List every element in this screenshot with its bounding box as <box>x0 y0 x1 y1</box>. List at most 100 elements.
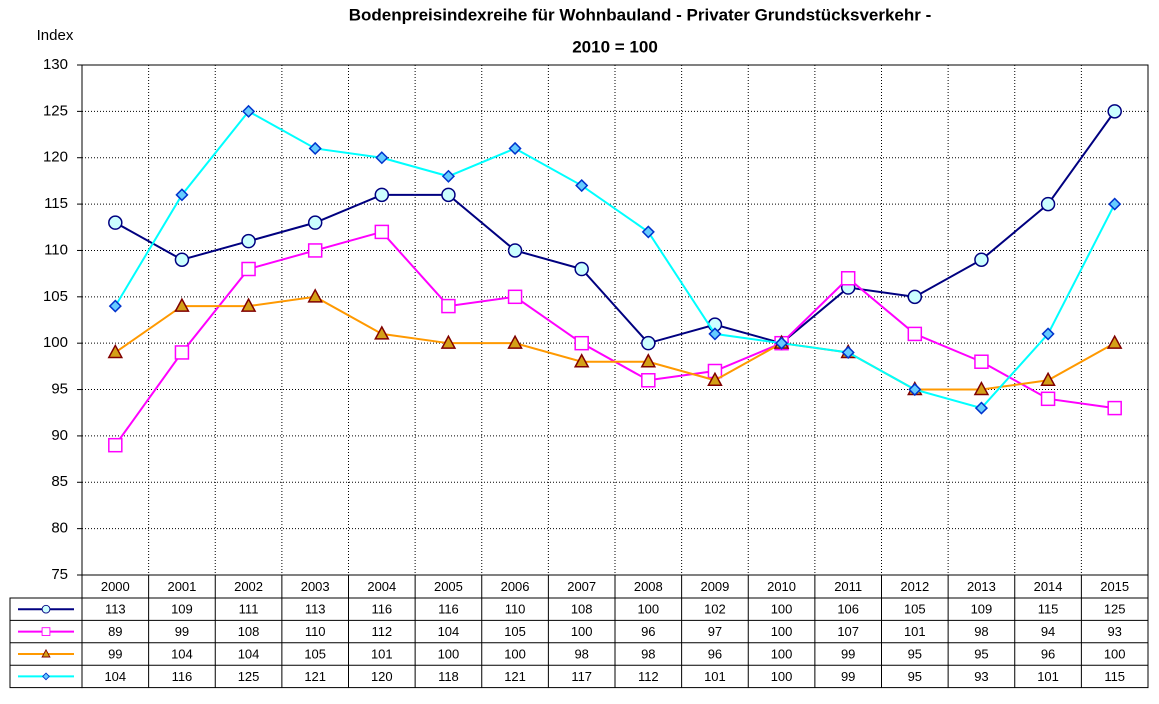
y-tick-label: 80 <box>51 520 68 537</box>
marker <box>241 261 256 277</box>
marker <box>574 261 589 277</box>
marker <box>641 335 656 351</box>
marker <box>441 298 456 314</box>
table-value: 104 <box>238 646 260 661</box>
series-line <box>114 295 1116 391</box>
x-tick-label: 2010 <box>767 579 796 594</box>
legend-marker <box>41 604 51 614</box>
y-tick-label: 90 <box>51 427 68 444</box>
y-tick-label: 75 <box>51 566 68 583</box>
table-value: 113 <box>105 602 126 617</box>
marker <box>441 187 456 203</box>
marker <box>1108 197 1122 211</box>
marker <box>174 345 190 360</box>
table-value: 105 <box>904 602 926 617</box>
table-value: 105 <box>504 624 526 639</box>
table-value: 113 <box>305 602 326 617</box>
table-value: 121 <box>504 669 526 684</box>
marker <box>108 437 123 453</box>
marker <box>174 252 190 267</box>
marker <box>374 325 390 340</box>
x-tick-label: 2002 <box>234 579 263 594</box>
table-value: 99 <box>841 646 855 661</box>
x-tick-label: 2011 <box>834 579 862 594</box>
marker <box>708 327 722 341</box>
y-axis-label: Index <box>37 27 74 44</box>
legend-marker <box>41 627 51 636</box>
chart-title: 2010 = 100 <box>572 37 658 56</box>
table-value: 112 <box>638 669 659 684</box>
marker <box>641 225 655 239</box>
table-value: 110 <box>505 602 526 617</box>
x-tick-label: 2000 <box>101 579 130 594</box>
table-value: 100 <box>571 624 593 639</box>
table-value: 98 <box>641 646 655 661</box>
table-value: 125 <box>1104 602 1126 617</box>
table-value: 95 <box>908 669 922 684</box>
table-value: 109 <box>971 602 993 617</box>
table-value: 121 <box>304 669 326 684</box>
marker <box>1041 327 1055 341</box>
marker <box>108 215 123 230</box>
marker <box>375 151 389 165</box>
table-value: 115 <box>1104 669 1125 684</box>
marker <box>174 297 190 312</box>
table-value: 116 <box>438 602 459 617</box>
table-value: 98 <box>574 646 588 661</box>
table-value: 117 <box>571 669 592 684</box>
y-tick-label: 125 <box>43 102 68 119</box>
x-tick-label: 2001 <box>167 579 196 594</box>
table-value: 101 <box>904 624 926 639</box>
x-tick-label: 2015 <box>1100 579 1129 594</box>
marker <box>507 334 523 349</box>
marker <box>241 233 256 249</box>
table-value: 108 <box>238 624 260 639</box>
x-tick-label: 2006 <box>501 579 530 594</box>
table-value: 125 <box>238 669 260 684</box>
y-tick-label: 110 <box>44 241 68 258</box>
series-line <box>114 110 1116 345</box>
marker <box>1040 371 1056 387</box>
marker <box>308 141 322 156</box>
table-value: 116 <box>371 602 392 617</box>
y-tick-label: 120 <box>43 149 68 166</box>
table-value: 93 <box>974 669 988 684</box>
marker <box>974 401 988 415</box>
table-value: 101 <box>1037 669 1059 684</box>
table-value: 100 <box>637 602 659 617</box>
x-tick-label: 2005 <box>434 579 463 594</box>
marker <box>507 289 523 305</box>
marker <box>907 289 923 305</box>
marker <box>840 271 856 286</box>
table-value: 99 <box>175 624 189 639</box>
x-tick-label: 2013 <box>967 579 996 594</box>
table-value: 100 <box>504 646 526 661</box>
table-value: 112 <box>371 624 392 639</box>
table-value: 99 <box>841 669 855 684</box>
marker <box>973 380 990 396</box>
marker <box>908 382 922 397</box>
marker <box>841 345 855 360</box>
table-value: 100 <box>438 646 460 661</box>
table-value: 104 <box>171 646 193 661</box>
x-tick-label: 2007 <box>567 579 596 594</box>
table-value: 108 <box>571 602 593 617</box>
table-value: 100 <box>771 669 793 684</box>
marker <box>1040 391 1056 407</box>
table-value: 104 <box>438 624 460 639</box>
table-value: 111 <box>239 602 259 617</box>
legend-marker <box>42 672 50 681</box>
table-value: 105 <box>304 646 326 661</box>
marker <box>441 169 455 183</box>
y-tick-label: 100 <box>43 334 68 351</box>
marker <box>307 243 323 258</box>
marker <box>440 334 457 349</box>
table-value: 102 <box>704 602 726 617</box>
table-value: 104 <box>104 669 126 684</box>
table-value: 109 <box>171 602 193 617</box>
table-value: 107 <box>837 624 859 639</box>
marker <box>374 224 390 240</box>
marker <box>507 243 523 258</box>
marker <box>307 215 323 230</box>
